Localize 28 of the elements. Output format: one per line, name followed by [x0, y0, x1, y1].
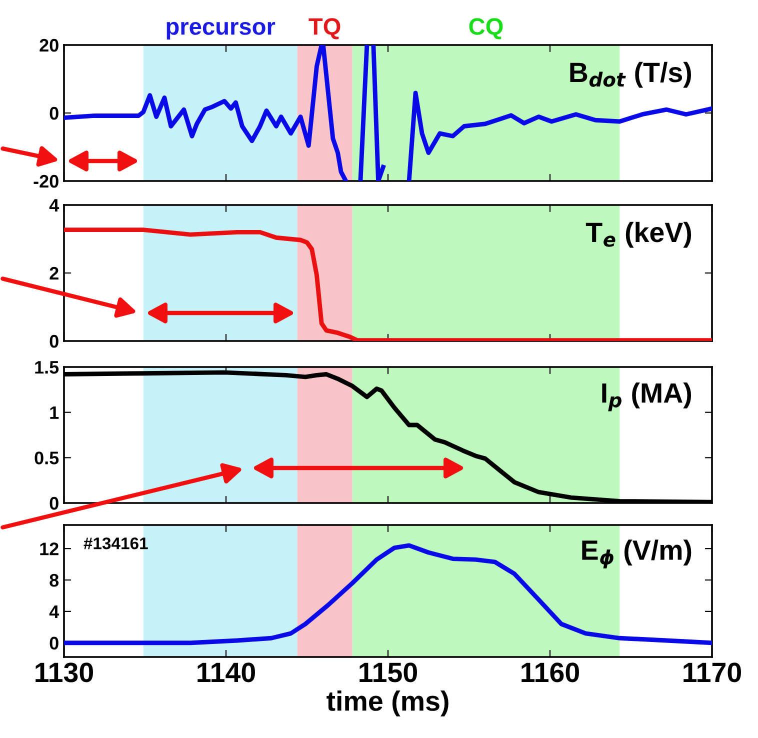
y-tick-label: 2 — [50, 266, 58, 280]
text: B$_{dot}$ (T/s) — [570, 62, 692, 88]
x-tick-label: 1150 — [360, 662, 417, 682]
y-tick-label: 4 — [49, 199, 60, 212]
y-tick-label: 1.5 — [35, 361, 59, 374]
y-tick-label: 1 — [50, 406, 59, 419]
x-axis-title: time (ms) — [326, 690, 448, 716]
band-label: CQ — [469, 18, 503, 40]
x-tick-label: 1160 — [522, 662, 579, 682]
y-tick-label: 0 — [50, 106, 58, 120]
x-tick-label: 1130 — [36, 662, 93, 682]
text: T$_{e}$ (keV) — [586, 222, 692, 248]
y-tick-label: 4 — [49, 606, 60, 618]
x-tick-label: 1170 — [684, 662, 741, 682]
band-label: precursor — [166, 22, 276, 40]
text: E$_{ϕ}$ (V/m) — [582, 540, 692, 568]
y-tick-label: 8 — [50, 574, 59, 587]
y-tick-label: 20 — [40, 38, 58, 52]
x-tick-label: 1140 — [198, 662, 255, 682]
y-tick-label: 0.5 — [34, 452, 59, 464]
y-tick-label: 0 — [50, 496, 58, 510]
y-tick-label: -20 — [34, 174, 58, 188]
band-label: TQ — [308, 18, 340, 40]
y-tick-label: 0 — [50, 334, 58, 348]
y-tick-label: 12 — [40, 542, 58, 556]
y-tick-label: 0 — [50, 636, 58, 650]
annotation: #134161 — [84, 537, 148, 550]
text: I$_{p}$ (MA) — [602, 382, 692, 412]
